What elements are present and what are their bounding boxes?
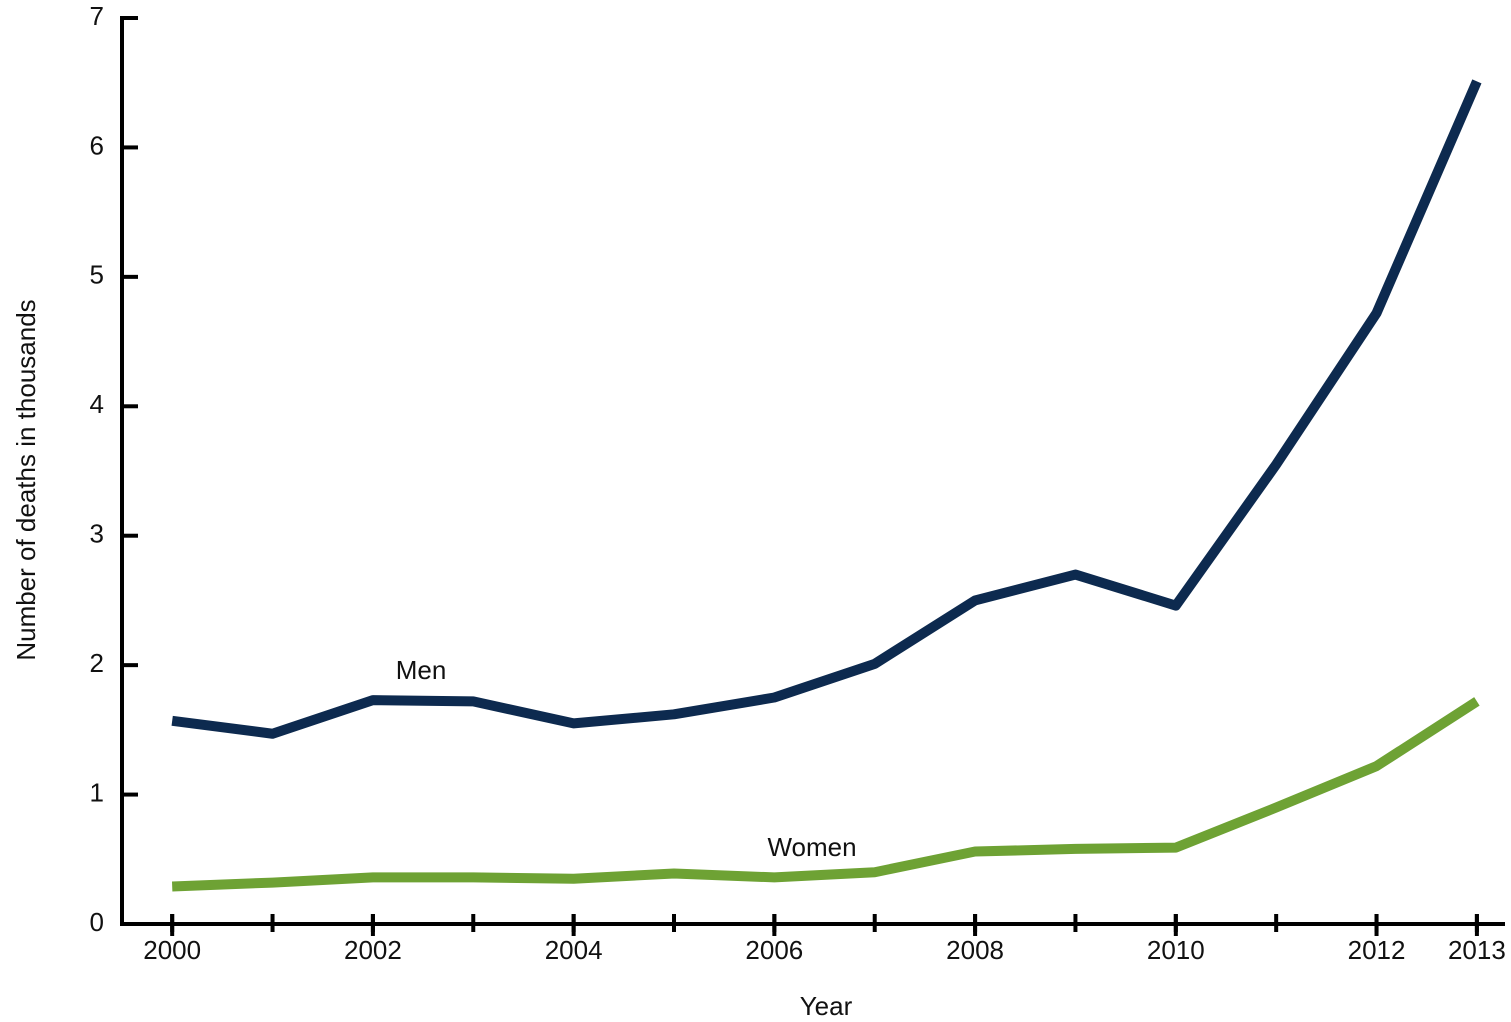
y-tick-label: 1 bbox=[90, 777, 104, 807]
x-axis-label: Year bbox=[800, 991, 853, 1021]
series-label: Women bbox=[767, 832, 856, 862]
y-tick-label: 0 bbox=[90, 907, 104, 937]
series-label: Men bbox=[396, 655, 447, 685]
y-tick-label: 4 bbox=[90, 389, 104, 419]
x-tick-label: 2000 bbox=[143, 935, 201, 965]
x-tick-label: 2013 bbox=[1448, 935, 1506, 965]
x-tick-label: 2002 bbox=[344, 935, 402, 965]
y-tick-label: 7 bbox=[90, 1, 104, 31]
y-tick-label: 5 bbox=[90, 260, 104, 290]
y-tick-label: 3 bbox=[90, 519, 104, 549]
x-tick-label: 2008 bbox=[946, 935, 1004, 965]
x-tick-label: 2010 bbox=[1147, 935, 1205, 965]
x-tick-label: 2004 bbox=[545, 935, 603, 965]
x-tick-label: 2012 bbox=[1348, 935, 1406, 965]
y-axis-label: Number of deaths in thousands bbox=[11, 299, 41, 660]
x-tick-label: 2006 bbox=[745, 935, 803, 965]
y-tick-label: 6 bbox=[90, 130, 104, 160]
series-line bbox=[171, 79, 1482, 739]
series-line bbox=[171, 697, 1480, 892]
y-tick-label: 2 bbox=[90, 648, 104, 678]
